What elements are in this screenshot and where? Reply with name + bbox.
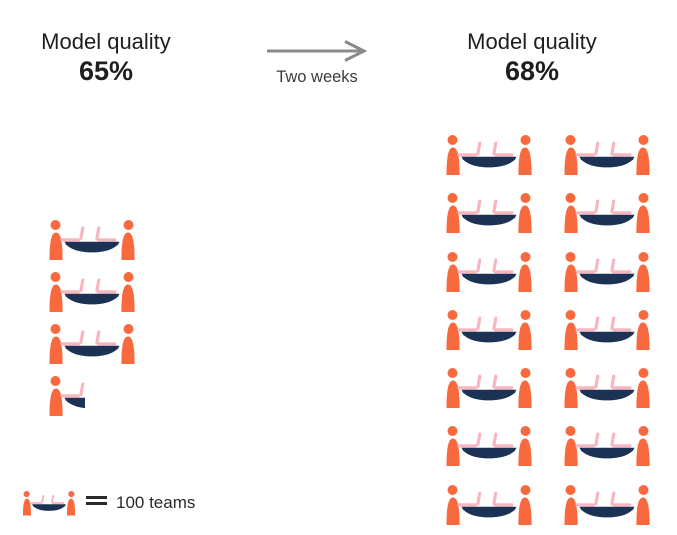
team-icon: [445, 484, 533, 525]
team-icon: [445, 193, 533, 234]
team-icon: [445, 135, 533, 175]
arrow-right-icon: [267, 40, 368, 62]
team-icon: [445, 251, 533, 292]
right-title-value: 68%: [504, 56, 560, 86]
left-title-label: Model quality: [41, 29, 171, 54]
team-icon: [563, 368, 651, 409]
team-icon: [48, 324, 136, 364]
team-icon: [563, 135, 651, 175]
team-icon: [22, 491, 76, 516]
team-icon: [563, 251, 651, 292]
team-icon: [563, 193, 651, 234]
team-icon: [563, 309, 651, 350]
team-icon: [445, 368, 533, 409]
team-icon: [563, 426, 651, 467]
team-icon: [48, 220, 136, 260]
left-title-value: 65%: [78, 56, 134, 86]
team-icon: [563, 484, 651, 525]
right-team-icon-grid: [445, 135, 651, 525]
legend-label: 100 teams: [116, 492, 196, 512]
equals-sign: [86, 496, 107, 505]
right-panel-title: Model quality 68%: [446, 29, 618, 87]
team-icon: [445, 309, 533, 350]
transition: Two weeks: [254, 40, 380, 87]
left-team-icon-column: [48, 220, 136, 416]
transition-label: Two weeks: [276, 68, 358, 86]
left-panel-title: Model quality 65%: [20, 29, 192, 87]
right-title-label: Model quality: [467, 29, 597, 54]
team-icon-partial: [48, 376, 85, 416]
team-icon: [445, 426, 533, 467]
team-icon: [48, 272, 136, 312]
legend: 100 teams: [22, 490, 195, 517]
